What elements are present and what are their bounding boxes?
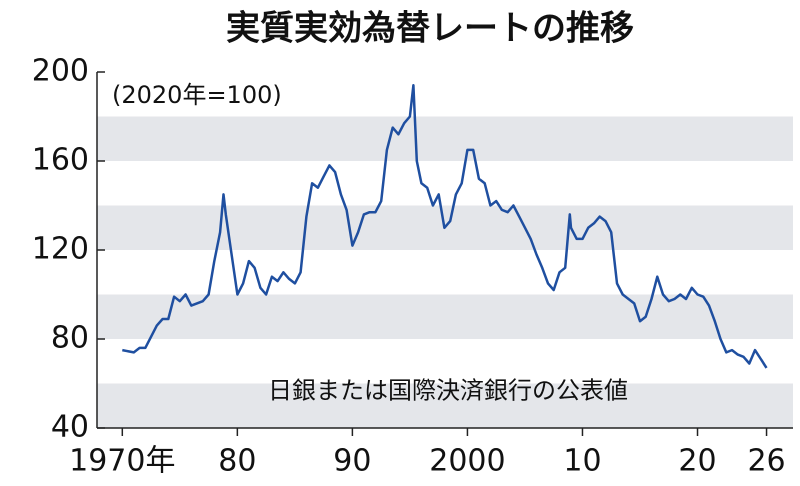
y-tick-label: 160 xyxy=(32,143,89,178)
y-tick-label: 200 xyxy=(32,54,89,89)
chart-title: 実質実効為替レートの推移 xyxy=(226,9,634,49)
data-line xyxy=(122,84,768,369)
x-tick-label: 2000 xyxy=(429,444,505,479)
subtitle: (2020年=100) xyxy=(112,81,282,109)
x-tick-label: 90 xyxy=(333,444,371,479)
y-tick-label: 80 xyxy=(51,321,89,356)
y-tick-label: 40 xyxy=(51,410,89,445)
x-tick-label: 1970年 xyxy=(69,444,175,479)
x-tick-label: 20 xyxy=(678,444,716,479)
annotation: 日銀または国際決済銀行の公表値 xyxy=(268,377,628,405)
grid-band xyxy=(97,383,793,428)
grid-band xyxy=(97,294,793,339)
y-tick-label: 120 xyxy=(32,232,89,267)
x-tick-label: 10 xyxy=(563,444,601,479)
x-tick-label: 80 xyxy=(218,444,256,479)
x-tick-label: 26 xyxy=(747,444,785,479)
grid-bands xyxy=(97,116,793,428)
grid-band xyxy=(97,116,793,161)
